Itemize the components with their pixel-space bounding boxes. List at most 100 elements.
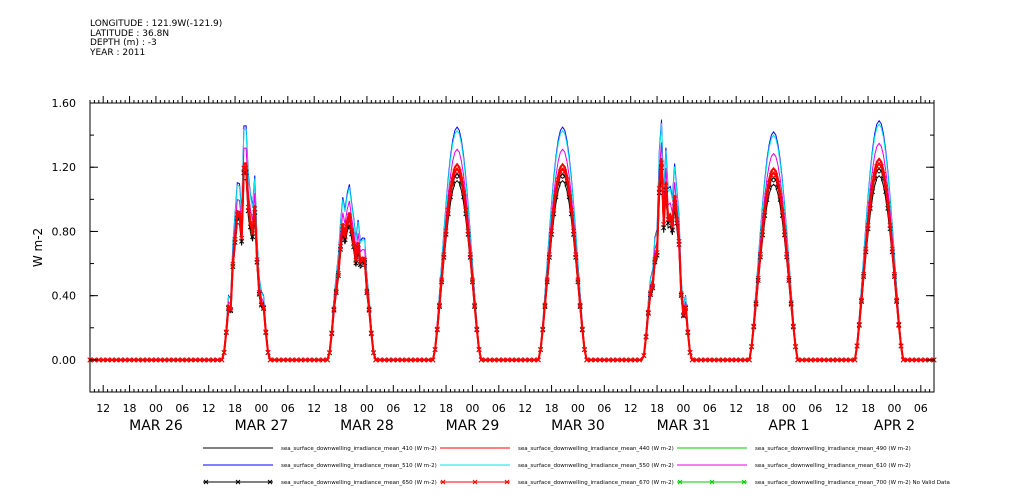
x-hour-label: 12: [202, 402, 216, 415]
series-marker-7: [432, 346, 438, 353]
legend-marker-7: [504, 479, 510, 485]
x-hour-label: 18: [228, 402, 242, 415]
series-marker-7: [256, 289, 262, 296]
legend-label-8: sea_surface_downwelling_irradiance_mean_…: [755, 480, 950, 486]
series-marker-7: [808, 357, 814, 363]
series-marker-7: [898, 343, 904, 349]
series-marker-7: [663, 183, 669, 189]
series-marker-7: [652, 256, 658, 263]
series-line-1: [90, 157, 934, 361]
series-marker-7: [788, 300, 794, 306]
series-marker-7: [645, 309, 651, 315]
x-hour-label: 12: [413, 402, 427, 415]
series-marker-7: [285, 357, 291, 363]
x-hour-label: 18: [545, 402, 559, 415]
series-marker-7: [779, 209, 785, 215]
series-marker-7: [746, 357, 752, 363]
series-marker-7: [267, 357, 273, 363]
series-marker-7: [795, 357, 801, 363]
series-marker-7: [513, 357, 519, 363]
series-marker-7: [333, 288, 339, 294]
series-marker-7: [276, 357, 282, 363]
series-marker-7: [825, 357, 832, 363]
series-marker-7: [127, 357, 133, 363]
series-marker-7: [887, 222, 893, 229]
series-marker-7: [362, 257, 368, 263]
series-marker-7: [261, 304, 267, 310]
series-marker-7: [751, 323, 757, 329]
series-marker-7: [465, 228, 471, 234]
series-marker-7: [687, 349, 693, 355]
series-marker-7: [377, 357, 383, 363]
legend-marker-7: [440, 479, 446, 485]
series-marker-7: [425, 357, 432, 363]
series-marker-7: [584, 357, 590, 363]
series-marker-7: [790, 323, 796, 329]
series-marker-7: [538, 346, 544, 353]
series-marker-7: [364, 288, 370, 294]
y-tick-label: 0.80: [52, 225, 77, 238]
series-marker-7: [542, 302, 548, 308]
series-marker-7: [885, 201, 891, 208]
legend-marker-6: [235, 479, 241, 485]
series-marker-7: [764, 192, 770, 198]
series-marker-7: [527, 357, 533, 363]
series-marker-7: [122, 357, 128, 363]
series-marker-7: [417, 357, 423, 363]
series-marker-7: [496, 357, 502, 363]
series-marker-7: [236, 212, 243, 218]
y-tick-label: 0.40: [52, 290, 77, 303]
series-marker-7: [307, 357, 313, 363]
series-marker-7: [436, 302, 443, 308]
series-marker-7: [340, 223, 346, 229]
series-marker-7: [131, 357, 137, 363]
series-marker-7: [784, 251, 790, 257]
series-marker-7: [157, 357, 163, 363]
series-marker-7: [96, 357, 102, 363]
series-marker-7: [865, 222, 871, 229]
series-marker-7: [522, 357, 528, 363]
series-marker-7: [869, 184, 876, 190]
series-line-7: [90, 162, 934, 361]
series-marker-7: [762, 209, 768, 215]
legend-label-6: sea_surface_downwelling_irradiance_mean_…: [281, 480, 437, 486]
series-marker-7: [553, 190, 559, 196]
series-marker-7: [192, 357, 199, 363]
series-marker-7: [775, 180, 781, 186]
series-marker-7: [144, 357, 150, 363]
x-hour-label: 12: [835, 402, 849, 415]
legend-label-3: sea_surface_downwelling_irradiance_mean_…: [281, 463, 437, 469]
series-marker-7: [606, 357, 612, 363]
x-date-label: MAR 26: [129, 418, 183, 434]
series-marker-7: [230, 261, 236, 267]
y-tick-label: 1.60: [52, 97, 77, 110]
latitude-label: LATITUDE : 36.8N: [90, 28, 170, 39]
series-marker-7: [399, 357, 405, 363]
x-date-label: APR 2: [874, 418, 915, 434]
series-marker-7: [258, 301, 264, 307]
series-marker-7: [408, 357, 414, 363]
series-marker-7: [463, 207, 469, 213]
series-marker-7: [201, 357, 207, 363]
longitude-label: LONGITUDE : 121.9W(-121.9): [90, 19, 223, 29]
axes-layer: 1.60 1.20 0.80 0.40 0.00 W m-2 12 18 00 06 12 18 00 0…: [31, 96, 935, 434]
series-marker-7: [430, 357, 436, 363]
series-marker-7: [265, 349, 271, 355]
series-marker-7: [162, 357, 168, 363]
series-marker-7: [351, 241, 357, 247]
series-marker-7: [546, 252, 552, 258]
series-marker-7: [348, 228, 355, 234]
series-marker-7: [289, 357, 295, 363]
x-date-label: MAR 29: [446, 418, 500, 434]
series-marker-7: [272, 357, 278, 363]
series-marker-7: [592, 357, 599, 363]
series-marker-7: [197, 357, 203, 363]
series-marker-7: [434, 326, 440, 332]
series-marker-7: [669, 224, 676, 230]
series-marker-7: [889, 246, 895, 252]
series-marker-7: [658, 160, 665, 166]
series-marker-7: [672, 196, 678, 202]
series-marker-7: [386, 357, 392, 363]
series-marker-7: [243, 165, 249, 171]
